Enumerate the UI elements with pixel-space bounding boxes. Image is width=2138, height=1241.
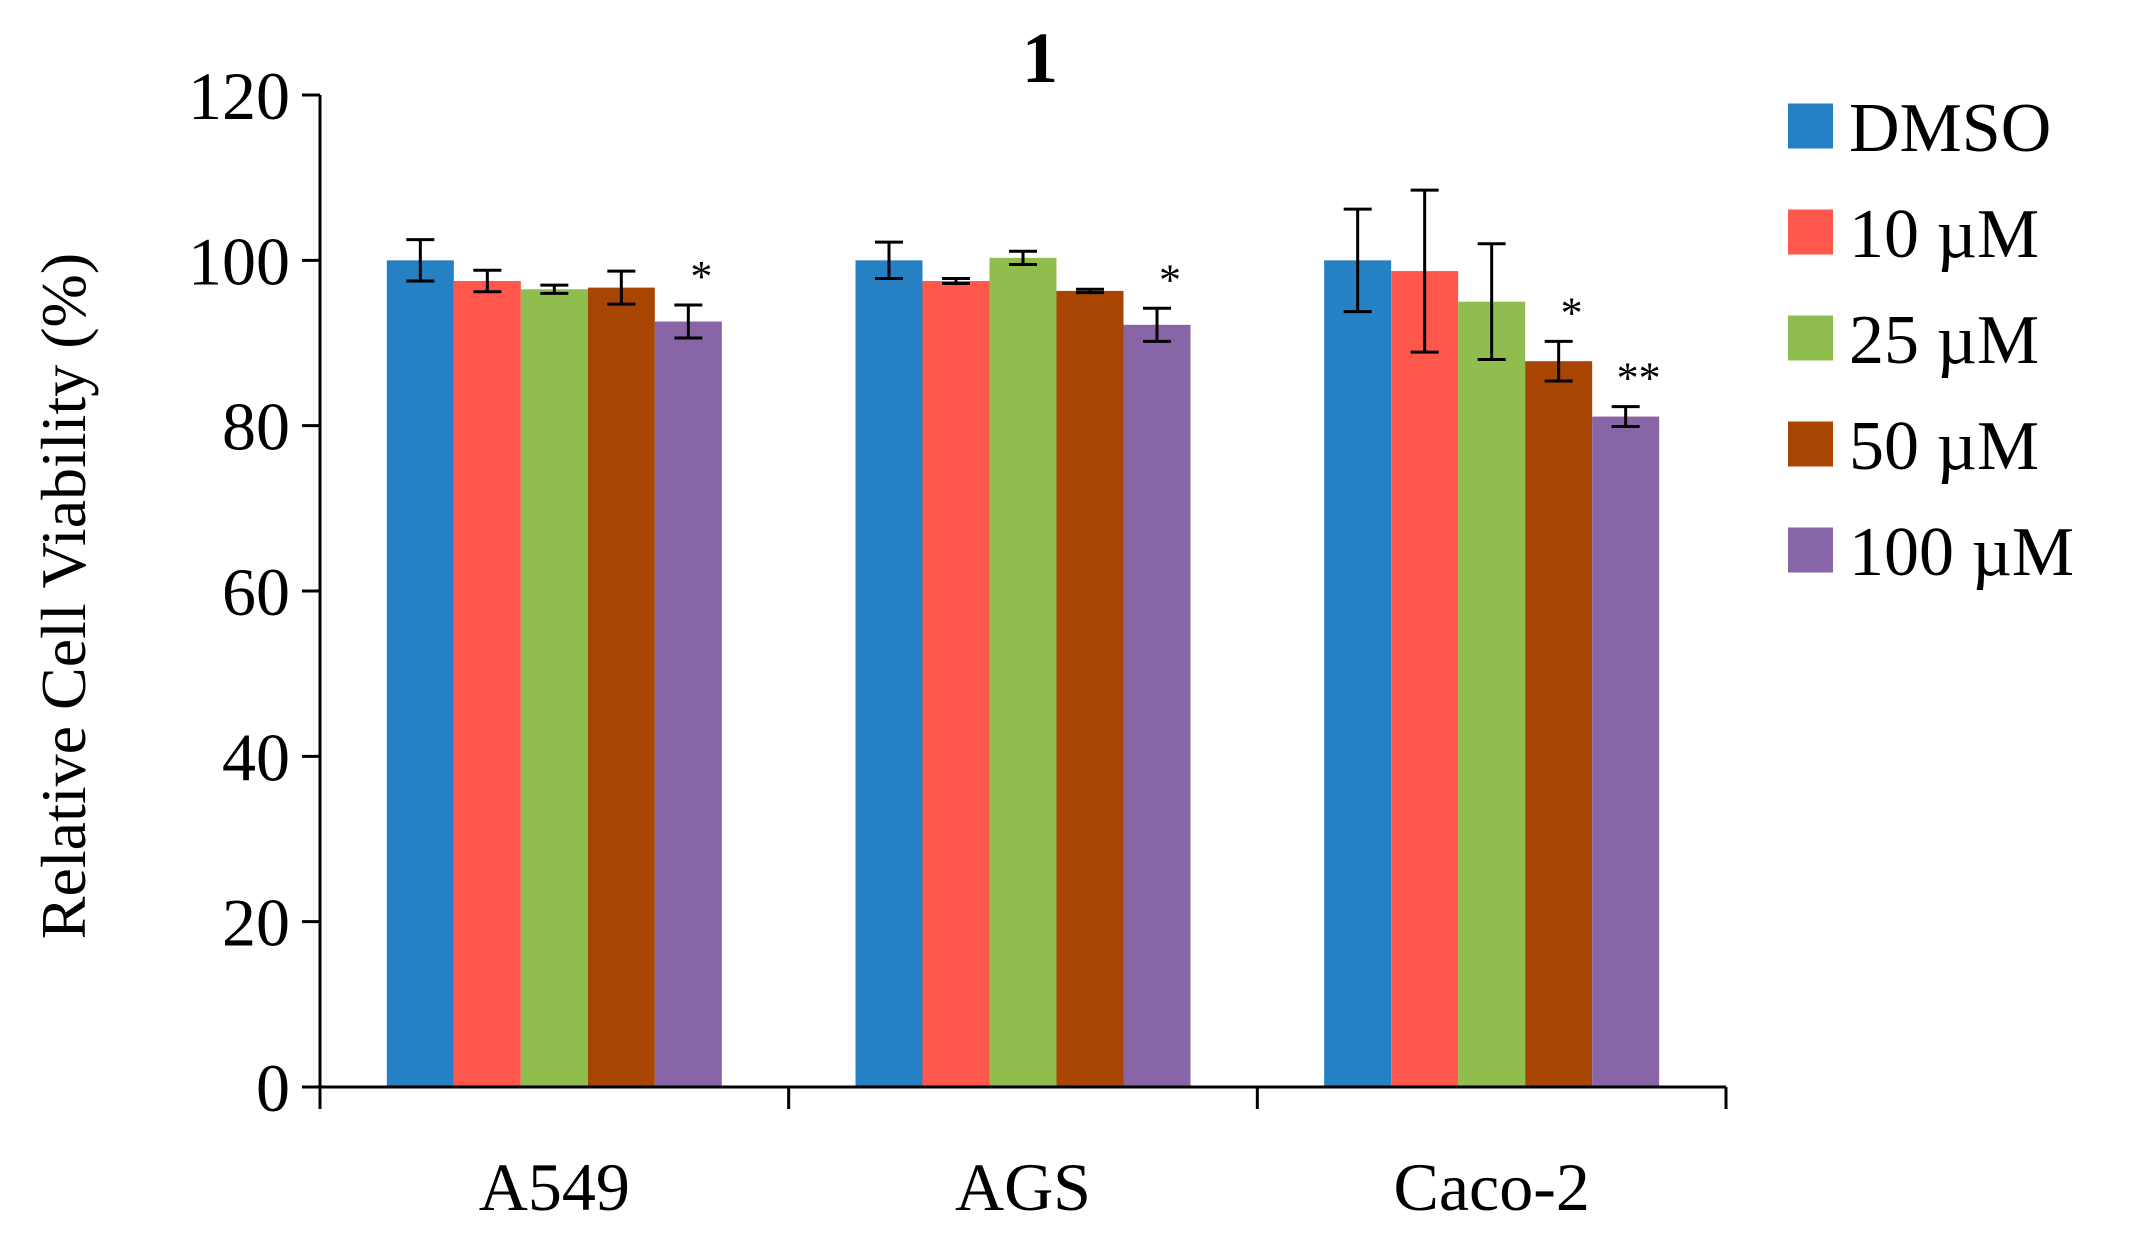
legend-swatch bbox=[1788, 103, 1833, 149]
legend-item: DMSO bbox=[1788, 90, 2051, 167]
significance-marker: * bbox=[1159, 255, 1181, 304]
y-tick-label: 100 bbox=[188, 223, 290, 299]
legend-label: DMSO bbox=[1849, 90, 2051, 167]
bar bbox=[1324, 260, 1392, 1087]
x-tick-label: AGS bbox=[955, 1149, 1091, 1225]
bar bbox=[855, 260, 923, 1087]
legend: DMSO 10 µM 25 µM 50 µM 100 µM bbox=[1788, 90, 2074, 591]
legend-item: 25 µM bbox=[1788, 302, 2039, 379]
legend-swatch bbox=[1788, 315, 1833, 361]
significance-marker: ** bbox=[1617, 354, 1661, 403]
y-tick-label: 0 bbox=[256, 1050, 290, 1126]
chart-title: 1 bbox=[1022, 18, 1058, 98]
y-axis-label: Relative Cell Viability (%) bbox=[28, 253, 99, 939]
y-axis-ticks: 0 20 40 60 80 100 120 bbox=[188, 58, 320, 1126]
legend-label: 10 µM bbox=[1849, 196, 2039, 273]
bar bbox=[654, 321, 722, 1087]
x-axis-ticks: A549 AGS Caco-2 bbox=[318, 1087, 1728, 1225]
legend-label: 25 µM bbox=[1849, 302, 2039, 379]
legend-label: 100 µM bbox=[1849, 514, 2074, 591]
significance-annotations: ** *** bbox=[690, 252, 1660, 403]
bar bbox=[989, 257, 1057, 1087]
x-tick-label: Caco-2 bbox=[1393, 1149, 1589, 1225]
bar bbox=[453, 281, 521, 1087]
legend-label: 50 µM bbox=[1849, 408, 2039, 485]
bar bbox=[922, 281, 990, 1087]
x-tick-label: A549 bbox=[479, 1149, 630, 1225]
bar bbox=[1458, 301, 1526, 1088]
legend-swatch bbox=[1788, 209, 1833, 255]
y-tick-label: 40 bbox=[222, 719, 290, 795]
y-tick-label: 120 bbox=[188, 58, 290, 134]
legend-swatch bbox=[1788, 527, 1833, 573]
error-bars-layer bbox=[406, 188, 1640, 428]
bar bbox=[1391, 271, 1459, 1088]
bar bbox=[1123, 324, 1191, 1087]
significance-marker: * bbox=[1561, 288, 1583, 337]
legend-swatch bbox=[1788, 421, 1833, 467]
y-tick-label: 20 bbox=[222, 885, 290, 961]
significance-marker: * bbox=[690, 252, 712, 301]
bar bbox=[1525, 361, 1593, 1088]
bar bbox=[1592, 416, 1660, 1087]
legend-item: 10 µM bbox=[1788, 196, 2039, 273]
bar bbox=[520, 289, 588, 1087]
bar bbox=[1056, 290, 1124, 1087]
bar bbox=[587, 287, 655, 1087]
legend-item: 50 µM bbox=[1788, 408, 2039, 485]
bars-layer bbox=[386, 257, 1660, 1088]
y-tick-label: 80 bbox=[222, 389, 290, 465]
legend-item: 100 µM bbox=[1788, 514, 2074, 591]
bar bbox=[386, 260, 454, 1087]
y-tick-label: 60 bbox=[222, 554, 290, 630]
